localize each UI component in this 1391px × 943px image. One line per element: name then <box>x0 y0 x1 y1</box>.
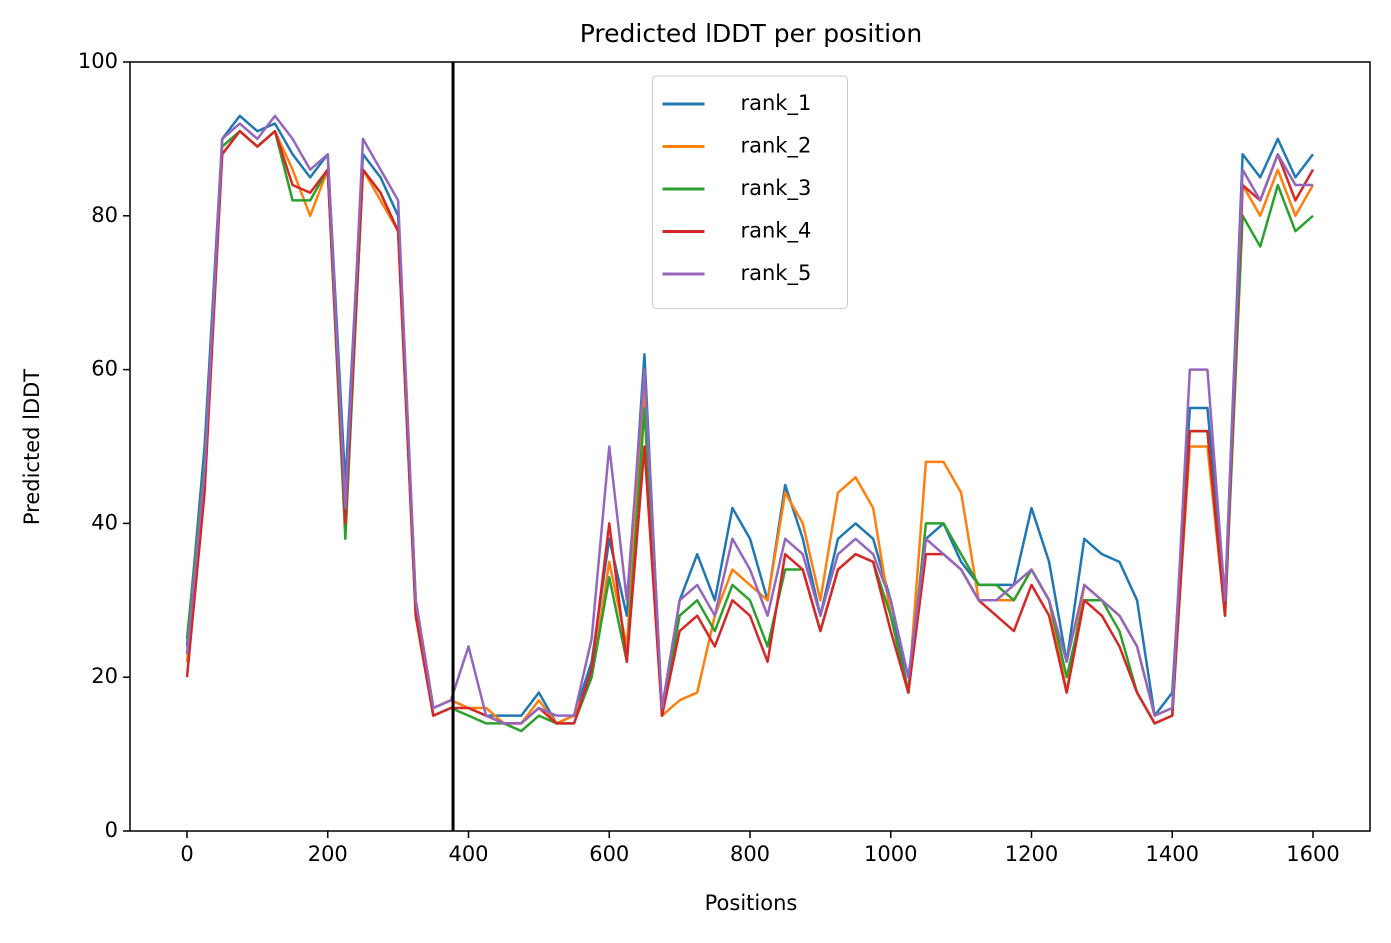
legend-label: rank_3 <box>741 176 812 201</box>
x-tick-label: 1400 <box>1146 842 1199 866</box>
legend-box <box>652 75 848 309</box>
x-tick-label: 200 <box>308 842 348 866</box>
y-tick-label: 40 <box>91 510 118 534</box>
x-tick-label: 600 <box>589 842 629 866</box>
y-tick-label: 80 <box>91 203 118 227</box>
x-tick-label: 400 <box>448 842 488 866</box>
series-line <box>185 129 1315 725</box>
y-tick-label: 100 <box>78 49 118 73</box>
series-line <box>185 114 1314 725</box>
y-tick-label: 60 <box>91 357 118 381</box>
x-axis-label: Positions <box>705 891 798 915</box>
x-tick-label: 1200 <box>1005 842 1058 866</box>
legend-label: rank_1 <box>741 91 812 116</box>
x-tick-label: 1600 <box>1286 842 1339 866</box>
chart-title: Predicted lDDT per position <box>580 19 922 48</box>
plot-frame <box>129 61 1371 832</box>
y-tick-label: 20 <box>91 664 118 688</box>
x-tick-label: 1000 <box>864 842 917 866</box>
x-tick-label: 0 <box>180 842 193 866</box>
x-tick-label: 800 <box>730 842 770 866</box>
legend-label: rank_5 <box>741 261 812 286</box>
y-axis-label: Predicted lDDT <box>20 369 44 525</box>
legend-label: rank_4 <box>741 219 812 244</box>
y-tick-label: 0 <box>105 818 118 842</box>
legend-label: rank_2 <box>741 134 812 159</box>
series-line <box>185 114 1313 725</box>
